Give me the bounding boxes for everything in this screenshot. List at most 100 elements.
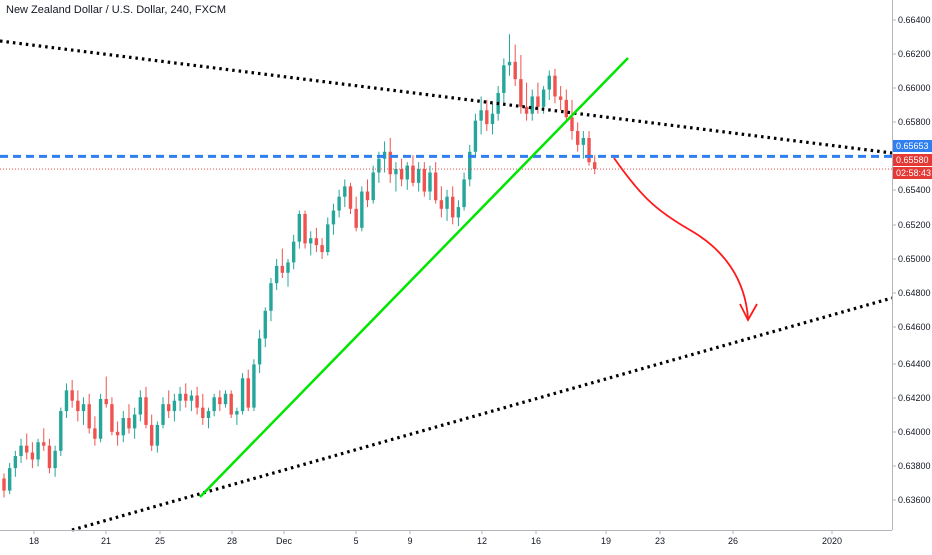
candle — [320, 238, 324, 259]
candle-body — [399, 169, 404, 180]
candle-body — [439, 200, 444, 209]
candle — [558, 86, 563, 111]
y-tick-label: 0.66400 — [898, 15, 931, 25]
x-tick-label: 18 — [29, 536, 39, 546]
candle-body — [416, 169, 421, 183]
candle-body — [377, 158, 381, 173]
candle — [42, 428, 46, 451]
candle — [394, 162, 398, 192]
candle — [104, 376, 108, 408]
x-tick-label: 21 — [101, 536, 111, 546]
candle-body — [309, 238, 313, 244]
candle — [274, 258, 279, 291]
x-tick-label: 5 — [353, 536, 358, 546]
candle-body — [575, 131, 580, 145]
candle — [411, 155, 415, 187]
candle-body — [138, 397, 143, 415]
y-tick-label: 0.65400 — [898, 185, 931, 195]
candle-body — [81, 404, 86, 412]
candle — [587, 131, 591, 166]
candle-body — [360, 191, 364, 228]
candle — [360, 186, 364, 232]
candle-body — [485, 110, 489, 125]
candle — [184, 383, 188, 408]
candle — [98, 393, 103, 443]
y-tick-label: 0.63600 — [898, 495, 931, 505]
candle-body — [64, 390, 69, 412]
candle — [47, 438, 52, 474]
candle — [115, 421, 120, 446]
candle — [235, 407, 239, 425]
candle — [343, 179, 347, 208]
y-tick-label: 0.64400 — [898, 359, 931, 369]
candles-layer — [2, 34, 597, 498]
candle — [422, 162, 427, 197]
candle-body — [206, 411, 211, 418]
candle-body — [530, 96, 534, 114]
candle — [473, 113, 478, 157]
price-tag-label: 0.65653 — [896, 141, 929, 151]
candle — [87, 393, 91, 434]
candle-body — [456, 207, 461, 218]
candle — [195, 386, 199, 415]
candle-body — [229, 393, 233, 415]
candle — [479, 96, 483, 135]
candle — [468, 144, 472, 187]
forecast-arrow-curve — [613, 157, 749, 319]
candle — [30, 442, 35, 469]
candle-body — [195, 395, 199, 408]
candle-body — [502, 65, 506, 93]
candle-body — [405, 165, 409, 180]
candle — [13, 450, 18, 477]
candle — [64, 383, 69, 418]
candle — [490, 103, 495, 135]
candle-body — [59, 411, 63, 451]
candle-body — [553, 75, 557, 97]
candle — [155, 421, 160, 453]
candle-body — [388, 151, 392, 175]
candle — [371, 165, 375, 204]
candle — [53, 445, 57, 477]
candle — [416, 162, 421, 192]
y-tick-label: 0.65800 — [898, 117, 931, 127]
candle — [331, 203, 336, 235]
candle-body — [291, 241, 296, 263]
price-tag-label: 0.65580 — [896, 155, 929, 165]
candle — [593, 155, 597, 175]
candle — [445, 189, 449, 221]
candle-body — [479, 110, 483, 121]
candle — [246, 369, 250, 412]
candle-body — [547, 75, 551, 90]
candle-body — [445, 196, 449, 209]
candle-body — [70, 390, 74, 401]
candle — [229, 390, 233, 418]
candle-body — [326, 224, 330, 253]
candle-body — [13, 456, 18, 469]
candle-body — [411, 165, 415, 183]
candle — [240, 373, 245, 415]
candle-body — [104, 398, 108, 405]
candle — [547, 70, 551, 100]
candle-body — [246, 378, 250, 408]
candle — [59, 407, 63, 457]
candle — [451, 186, 455, 225]
candle-body — [235, 411, 239, 415]
candle-body — [132, 414, 137, 429]
candle — [7, 462, 12, 495]
candle-body — [428, 172, 432, 192]
green-trendline — [199, 57, 629, 498]
candle-body — [47, 445, 52, 469]
candle-body — [314, 238, 319, 246]
x-tick-label: 23 — [655, 536, 665, 546]
candle-body — [144, 397, 148, 425]
candle — [218, 390, 222, 412]
candle-body — [297, 214, 302, 242]
candle — [570, 99, 574, 140]
candle-body — [507, 61, 512, 66]
candle-body — [240, 378, 245, 412]
candle-body — [274, 265, 279, 284]
candle — [428, 165, 432, 201]
candle-body — [593, 162, 597, 170]
candle — [138, 390, 143, 422]
